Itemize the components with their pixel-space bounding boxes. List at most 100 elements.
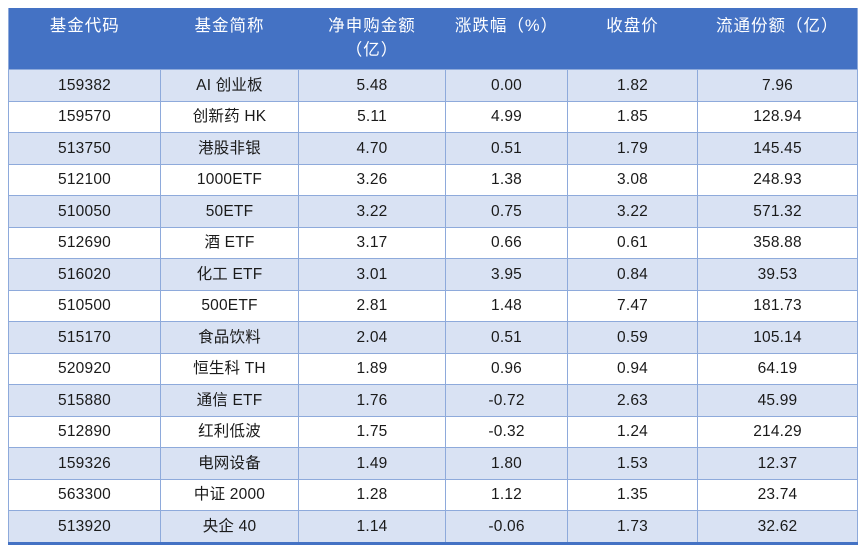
table-row: 513920 央企 40 1.14 -0.06 1.73 32.62	[8, 510, 858, 544]
cell-change-percent: 0.75	[445, 195, 568, 228]
cell-fund-name: 通信 ETF	[160, 384, 299, 417]
cell-change-percent: 0.96	[445, 352, 568, 385]
cell-change-percent: 0.66	[445, 226, 568, 259]
cell-change-percent: -0.06	[445, 510, 568, 544]
cell-close-price: 0.84	[567, 258, 698, 291]
column-header-change-percent: 涨跌幅（%）	[445, 8, 568, 70]
cell-fund-code: 515170	[8, 321, 161, 354]
cell-fund-name: 央企 40	[160, 510, 299, 544]
table-row: 515880 通信 ETF 1.76 -0.72 2.63 45.99	[8, 384, 858, 417]
column-header-close-price: 收盘价	[567, 8, 698, 70]
cell-fund-code: 513750	[8, 132, 161, 165]
cell-net-subscription-amount: 1.89	[298, 352, 446, 385]
cell-fund-code: 516020	[8, 258, 161, 291]
cell-close-price: 1.73	[567, 510, 698, 544]
cell-float-shares: 145.45	[697, 132, 858, 165]
cell-float-shares: 128.94	[697, 100, 858, 133]
cell-change-percent: 0.51	[445, 132, 568, 165]
cell-change-percent: 1.38	[445, 163, 568, 196]
table-row: 515170 食品饮料 2.04 0.51 0.59 105.14	[8, 321, 858, 354]
table-row: 510500 500ETF 2.81 1.48 7.47 181.73	[8, 289, 858, 322]
cell-change-percent: 1.12	[445, 478, 568, 511]
cell-close-price: 1.35	[567, 478, 698, 511]
cell-fund-name: 500ETF	[160, 289, 299, 322]
table-row: 159382 AI 创业板 5.48 0.00 1.82 7.96	[8, 69, 858, 102]
cell-fund-code: 159382	[8, 69, 161, 102]
cell-close-price: 1.79	[567, 132, 698, 165]
cell-float-shares: 39.53	[697, 258, 858, 291]
cell-fund-code: 512890	[8, 415, 161, 448]
cell-fund-code: 515880	[8, 384, 161, 417]
cell-fund-name: 港股非银	[160, 132, 299, 165]
cell-float-shares: 181.73	[697, 289, 858, 322]
cell-fund-name: AI 创业板	[160, 69, 299, 102]
cell-net-subscription-amount: 3.01	[298, 258, 446, 291]
cell-close-price: 1.24	[567, 415, 698, 448]
cell-float-shares: 214.29	[697, 415, 858, 448]
cell-fund-code: 512100	[8, 163, 161, 196]
cell-close-price: 0.59	[567, 321, 698, 354]
cell-change-percent: 1.80	[445, 447, 568, 480]
cell-fund-name: 中证 2000	[160, 478, 299, 511]
table-row: 520920 恒生科 TH 1.89 0.96 0.94 64.19	[8, 352, 858, 385]
table-row: 510050 50ETF 3.22 0.75 3.22 571.32	[8, 195, 858, 228]
cell-fund-name: 红利低波	[160, 415, 299, 448]
table-row: 512100 1000ETF 3.26 1.38 3.08 248.93	[8, 163, 858, 196]
cell-fund-name: 化工 ETF	[160, 258, 299, 291]
cell-float-shares: 105.14	[697, 321, 858, 354]
column-header-net-subscription-amount: 净申购金额 （亿）	[298, 8, 446, 70]
table-header: 基金代码 基金简称 净申购金额 （亿） 涨跌幅（%） 收盘价 流通份额（亿）	[8, 8, 858, 70]
column-header-fund-name: 基金简称	[160, 8, 299, 70]
cell-fund-code: 512690	[8, 226, 161, 259]
table-row: 159326 电网设备 1.49 1.80 1.53 12.37	[8, 447, 858, 480]
cell-net-subscription-amount: 1.76	[298, 384, 446, 417]
cell-fund-name: 创新药 HK	[160, 100, 299, 133]
cell-fund-code: 513920	[8, 510, 161, 544]
fund-flow-table-container: 基金代码 基金简称 净申购金额 （亿） 涨跌幅（%） 收盘价 流通份额（亿） 159382…	[8, 8, 858, 545]
cell-net-subscription-amount: 3.26	[298, 163, 446, 196]
cell-close-price: 0.94	[567, 352, 698, 385]
cell-net-subscription-amount: 2.81	[298, 289, 446, 322]
cell-fund-name: 电网设备	[160, 447, 299, 480]
cell-close-price: 1.53	[567, 447, 698, 480]
column-header-float-shares: 流通份额（亿）	[697, 8, 858, 70]
cell-change-percent: 0.51	[445, 321, 568, 354]
cell-fund-code: 563300	[8, 478, 161, 511]
table-row: 512890 红利低波 1.75 -0.32 1.24 214.29	[8, 415, 858, 448]
cell-net-subscription-amount: 3.22	[298, 195, 446, 228]
cell-fund-code: 510050	[8, 195, 161, 228]
cell-float-shares: 7.96	[697, 69, 858, 102]
cell-fund-name: 1000ETF	[160, 163, 299, 196]
cell-close-price: 7.47	[567, 289, 698, 322]
cell-close-price: 3.22	[567, 195, 698, 228]
fund-flow-table: 基金代码 基金简称 净申购金额 （亿） 涨跌幅（%） 收盘价 流通份额（亿） 159382…	[8, 8, 858, 545]
table-header-row: 基金代码 基金简称 净申购金额 （亿） 涨跌幅（%） 收盘价 流通份额（亿）	[8, 8, 858, 70]
table-row: 563300 中证 2000 1.28 1.12 1.35 23.74	[8, 478, 858, 511]
cell-change-percent: -0.32	[445, 415, 568, 448]
cell-net-subscription-amount: 1.28	[298, 478, 446, 511]
column-header-fund-code: 基金代码	[8, 8, 161, 70]
cell-fund-name: 50ETF	[160, 195, 299, 228]
cell-net-subscription-amount: 2.04	[298, 321, 446, 354]
table-row: 512690 酒 ETF 3.17 0.66 0.61 358.88	[8, 226, 858, 259]
cell-float-shares: 358.88	[697, 226, 858, 259]
cell-change-percent: 4.99	[445, 100, 568, 133]
cell-net-subscription-amount: 5.48	[298, 69, 446, 102]
cell-net-subscription-amount: 1.75	[298, 415, 446, 448]
cell-change-percent: 1.48	[445, 289, 568, 322]
cell-fund-code: 520920	[8, 352, 161, 385]
cell-float-shares: 12.37	[697, 447, 858, 480]
cell-float-shares: 571.32	[697, 195, 858, 228]
cell-fund-code: 510500	[8, 289, 161, 322]
cell-close-price: 1.82	[567, 69, 698, 102]
cell-change-percent: -0.72	[445, 384, 568, 417]
cell-close-price: 3.08	[567, 163, 698, 196]
table-row: 513750 港股非银 4.70 0.51 1.79 145.45	[8, 132, 858, 165]
cell-close-price: 2.63	[567, 384, 698, 417]
cell-close-price: 1.85	[567, 100, 698, 133]
table-row: 159570 创新药 HK 5.11 4.99 1.85 128.94	[8, 100, 858, 133]
cell-net-subscription-amount: 1.14	[298, 510, 446, 544]
table-body: 159382 AI 创业板 5.48 0.00 1.82 7.96 159570 创新药 HK…	[8, 69, 858, 544]
cell-float-shares: 23.74	[697, 478, 858, 511]
table-row: 516020 化工 ETF 3.01 3.95 0.84 39.53	[8, 258, 858, 291]
